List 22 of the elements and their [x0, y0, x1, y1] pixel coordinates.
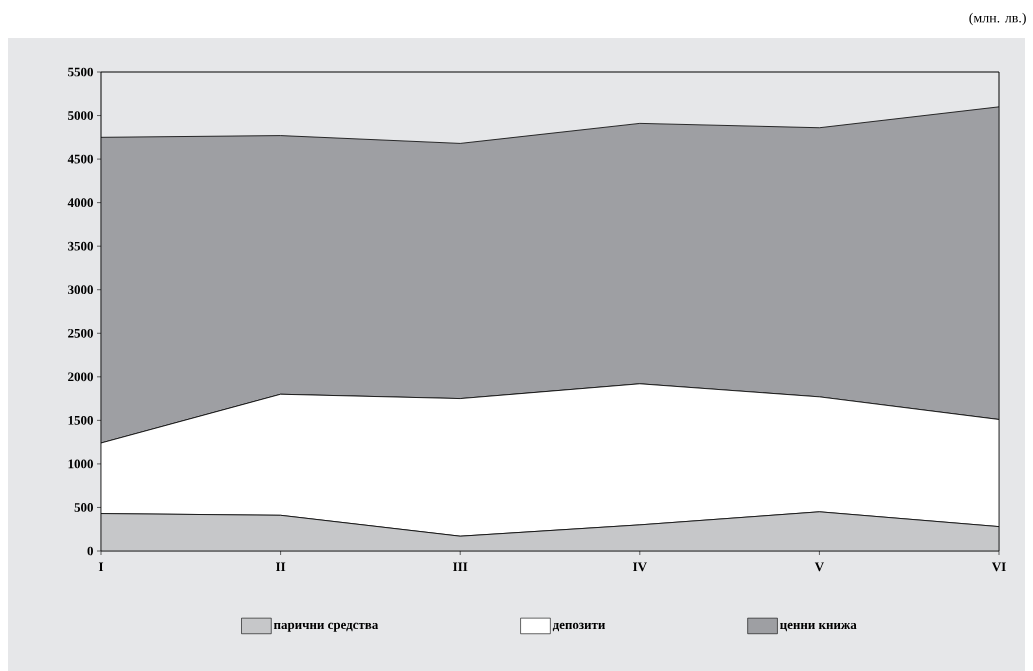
- y-tick-label: 1500: [68, 416, 93, 425]
- x-tick-label: III: [453, 562, 468, 571]
- legend-label: ценни книжа: [780, 622, 857, 632]
- x-tick-label: II: [276, 562, 286, 571]
- x-tick-label: VI: [991, 562, 1006, 572]
- x-tick-label: I: [98, 562, 104, 571]
- y-tick-label: 500: [74, 503, 93, 512]
- y-tick-label: 5000: [68, 111, 93, 120]
- y-tick-label: 1000: [68, 459, 93, 469]
- y-tick-label: 4000: [67, 198, 93, 208]
- y-tick-label: 3500: [68, 241, 93, 251]
- text: (млн. лв.): [969, 12, 1026, 26]
- y-tick-label: 3000: [68, 285, 93, 295]
- y-tick-label: 5500: [68, 67, 93, 77]
- y-tick-label: 2000: [68, 372, 93, 382]
- legend-label: депозити: [552, 622, 606, 632]
- y-tick-label: 4500: [67, 154, 93, 164]
- y-tick-label: 2500: [68, 328, 93, 338]
- x-tick-label: IV: [633, 562, 647, 572]
- y-tick-label: 0: [87, 546, 93, 556]
- legend-label: парични средства: [273, 622, 379, 632]
- x-tick-label: V: [814, 562, 824, 572]
